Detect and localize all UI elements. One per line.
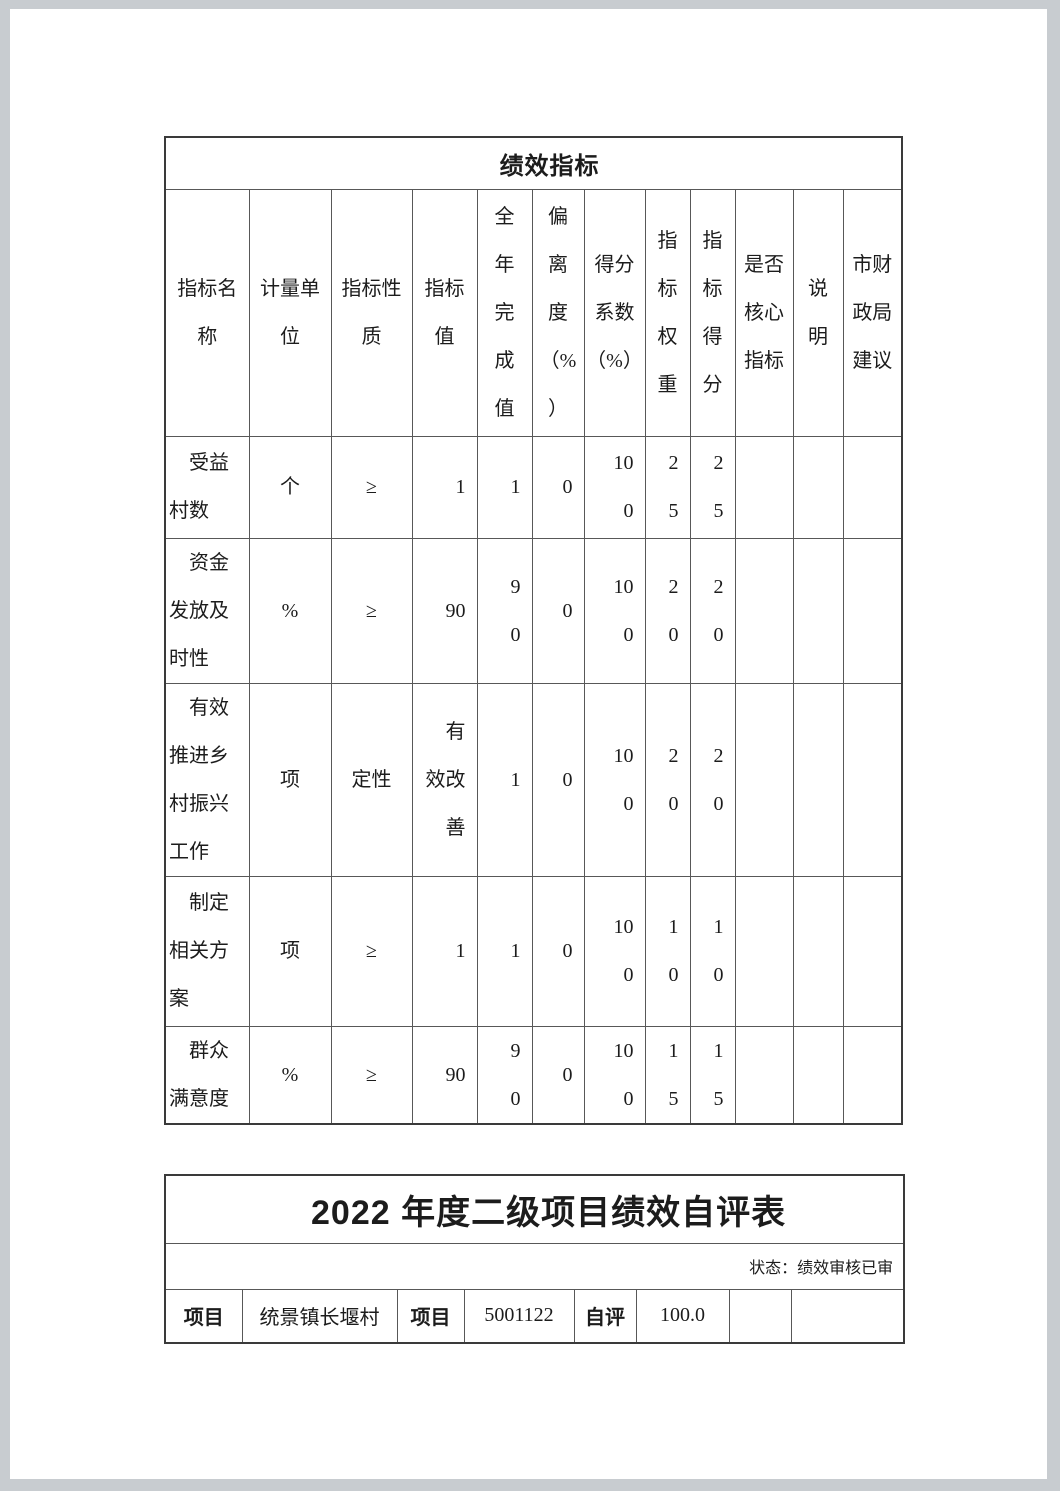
- cell-core-indicator: [734, 537, 794, 684]
- header-score-coefficient: 得分 系数 （%）: [583, 188, 646, 437]
- header-score: 指 标 得 分: [689, 188, 736, 437]
- cell-target-value: 1: [411, 875, 478, 1027]
- cell-target-value: 有 效改 善: [411, 682, 478, 877]
- cell-suggestion: [842, 1025, 903, 1125]
- cell-weight: 2 0: [644, 682, 691, 877]
- status-row: 状态：绩效审核已审: [164, 1242, 905, 1290]
- cell-core-indicator: [734, 435, 794, 539]
- empty-cell: [790, 1288, 905, 1344]
- cell-core-indicator: [734, 682, 794, 877]
- cell-annual-completion: 1: [476, 682, 533, 877]
- cell-note: [792, 537, 844, 684]
- status-text: 状态：绩效审核已审: [164, 1242, 905, 1290]
- cell-deviation: 0: [531, 1025, 585, 1125]
- cell-score-coefficient: 10 0: [583, 435, 646, 539]
- cell-note: [792, 1025, 844, 1125]
- indicator-table-title: 绩效指标: [164, 136, 903, 190]
- cell-score-coefficient: 10 0: [583, 1025, 646, 1125]
- cell-nature: ≥: [330, 1025, 413, 1125]
- cell-score: 2 5: [689, 435, 736, 539]
- cell-annual-completion: 9 0: [476, 1025, 533, 1125]
- cell-weight: 1 5: [644, 1025, 691, 1125]
- cell-target-value: 90: [411, 1025, 478, 1125]
- cell-annual-completion: 1: [476, 875, 533, 1027]
- header-row: 指标名 称 计量单 位 指标性 质 指标 值 全 年 完 成 值 偏 离 度 （…: [164, 188, 903, 437]
- cell-score: 1 5: [689, 1025, 736, 1125]
- header-nature: 指标性 质: [330, 188, 413, 437]
- table-title-row: 2022 年度二级项目绩效自评表: [164, 1174, 905, 1244]
- cell-deviation: 0: [531, 537, 585, 684]
- table-row: 有效 推进乡 村振兴 工作 项 定性 有 效改 善 1 0 10 0 2 0 2…: [164, 682, 903, 877]
- cell-annual-completion: 1: [476, 435, 533, 539]
- cell-weight: 2 0: [644, 537, 691, 684]
- cell-note: [792, 435, 844, 539]
- project-name-value: 统景镇长堰村: [241, 1288, 398, 1344]
- cell-score: 2 0: [689, 537, 736, 684]
- cell-suggestion: [842, 875, 903, 1027]
- cell-nature: ≥: [330, 435, 413, 539]
- header-unit: 计量单 位: [248, 188, 332, 437]
- cell-indicator-name: 群众 满意度: [164, 1025, 250, 1125]
- cell-note: [792, 875, 844, 1027]
- cell-core-indicator: [734, 1025, 794, 1125]
- cell-indicator-name: 受益 村数: [164, 435, 250, 539]
- cell-unit: %: [248, 1025, 332, 1125]
- project-label: 项目: [164, 1288, 243, 1344]
- cell-suggestion: [842, 537, 903, 684]
- cell-target-value: 1: [411, 435, 478, 539]
- cell-score-coefficient: 10 0: [583, 875, 646, 1027]
- cell-indicator-name: 制定 相关方 案: [164, 875, 250, 1027]
- self-evaluation-table: 2022 年度二级项目绩效自评表 状态：绩效审核已审 项目 统景镇长堰村 项目 …: [164, 1174, 906, 1344]
- table-row: 受益 村数 个 ≥ 1 1 0 10 0 2 5 2 5: [164, 435, 903, 539]
- project-info-row: 项目 统景镇长堰村 项目 5001122 自评 100.0: [164, 1288, 905, 1344]
- project-code-value: 5001122: [463, 1288, 575, 1344]
- cell-score: 1 0: [689, 875, 736, 1027]
- cell-target-value: 90: [411, 537, 478, 684]
- table-title-row: 绩效指标: [164, 136, 903, 190]
- cell-nature: ≥: [330, 537, 413, 684]
- cell-indicator-name: 有效 推进乡 村振兴 工作: [164, 682, 250, 877]
- header-indicator-name: 指标名 称: [164, 188, 250, 437]
- self-score-label: 自评: [573, 1288, 637, 1344]
- cell-unit: %: [248, 537, 332, 684]
- header-weight: 指 标 权 重: [644, 188, 691, 437]
- header-note: 说 明: [792, 188, 844, 437]
- table-row: 群众 满意度 % ≥ 90 9 0 0 10 0 1 5 1 5: [164, 1025, 903, 1125]
- cell-deviation: 0: [531, 875, 585, 1027]
- cell-deviation: 0: [531, 435, 585, 539]
- self-evaluation-table-title: 2022 年度二级项目绩效自评表: [164, 1174, 905, 1244]
- cell-unit: 个: [248, 435, 332, 539]
- header-target-value: 指标 值: [411, 188, 478, 437]
- cell-suggestion: [842, 435, 903, 539]
- header-core-indicator: 是否 核心 指标: [734, 188, 794, 437]
- cell-annual-completion: 9 0: [476, 537, 533, 684]
- cell-nature: 定性: [330, 682, 413, 877]
- cell-unit: 项: [248, 682, 332, 877]
- header-finance-bureau-suggestion: 市财 政局 建议: [842, 188, 903, 437]
- performance-indicator-table: 绩效指标 指标名 称 计量单 位 指标性 质 指标 值 全 年 完 成 值 偏 …: [164, 136, 904, 1125]
- cell-score-coefficient: 10 0: [583, 682, 646, 877]
- table-row: 资金 发放及 时性 % ≥ 90 9 0 0 10 0 2 0 2 0: [164, 537, 903, 684]
- header-annual-completion: 全 年 完 成 值: [476, 188, 533, 437]
- cell-weight: 2 5: [644, 435, 691, 539]
- cell-weight: 1 0: [644, 875, 691, 1027]
- cell-score: 2 0: [689, 682, 736, 877]
- table-row: 制定 相关方 案 项 ≥ 1 1 0 10 0 1 0 1 0: [164, 875, 903, 1027]
- project-code-label: 项目: [396, 1288, 465, 1344]
- cell-score-coefficient: 10 0: [583, 537, 646, 684]
- cell-deviation: 0: [531, 682, 585, 877]
- empty-cell: [728, 1288, 792, 1344]
- self-score-value: 100.0: [635, 1288, 730, 1344]
- cell-note: [792, 682, 844, 877]
- cell-nature: ≥: [330, 875, 413, 1027]
- header-deviation: 偏 离 度 （% ）: [531, 188, 585, 437]
- cell-unit: 项: [248, 875, 332, 1027]
- cell-suggestion: [842, 682, 903, 877]
- cell-indicator-name: 资金 发放及 时性: [164, 537, 250, 684]
- cell-core-indicator: [734, 875, 794, 1027]
